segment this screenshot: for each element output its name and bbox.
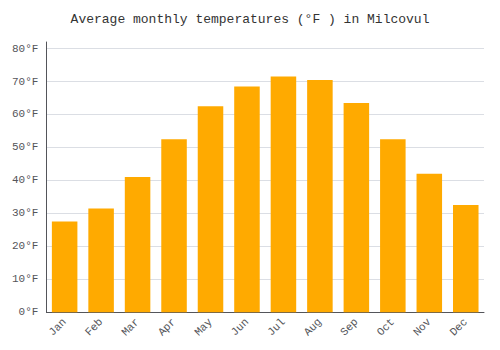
svg-text:0°F: 0°F	[19, 306, 39, 318]
svg-text:80°F: 80°F	[12, 43, 38, 55]
svg-text:Jun: Jun	[229, 316, 251, 338]
svg-text:Apr: Apr	[156, 316, 178, 338]
svg-text:10°F: 10°F	[12, 273, 38, 285]
svg-text:20°F: 20°F	[12, 240, 38, 252]
svg-text:50°F: 50°F	[12, 141, 38, 153]
svg-text:Jan: Jan	[46, 316, 68, 338]
svg-text:40°F: 40°F	[12, 174, 38, 186]
svg-text:Jul: Jul	[265, 316, 287, 338]
svg-text:Aug: Aug	[302, 316, 324, 338]
svg-text:Nov: Nov	[411, 316, 434, 339]
svg-text:70°F: 70°F	[12, 76, 38, 88]
svg-text:Mar: Mar	[119, 316, 141, 338]
svg-text:Feb: Feb	[83, 316, 105, 338]
svg-text:60°F: 60°F	[12, 108, 38, 120]
svg-text:Oct: Oct	[375, 316, 397, 338]
svg-text:30°F: 30°F	[12, 207, 38, 219]
svg-text:Sep: Sep	[338, 316, 360, 338]
svg-text:May: May	[192, 316, 215, 339]
svg-text:Average monthly temperatures (: Average monthly temperatures (°F ) in Mi…	[71, 12, 430, 27]
svg-text:Dec: Dec	[448, 316, 470, 338]
